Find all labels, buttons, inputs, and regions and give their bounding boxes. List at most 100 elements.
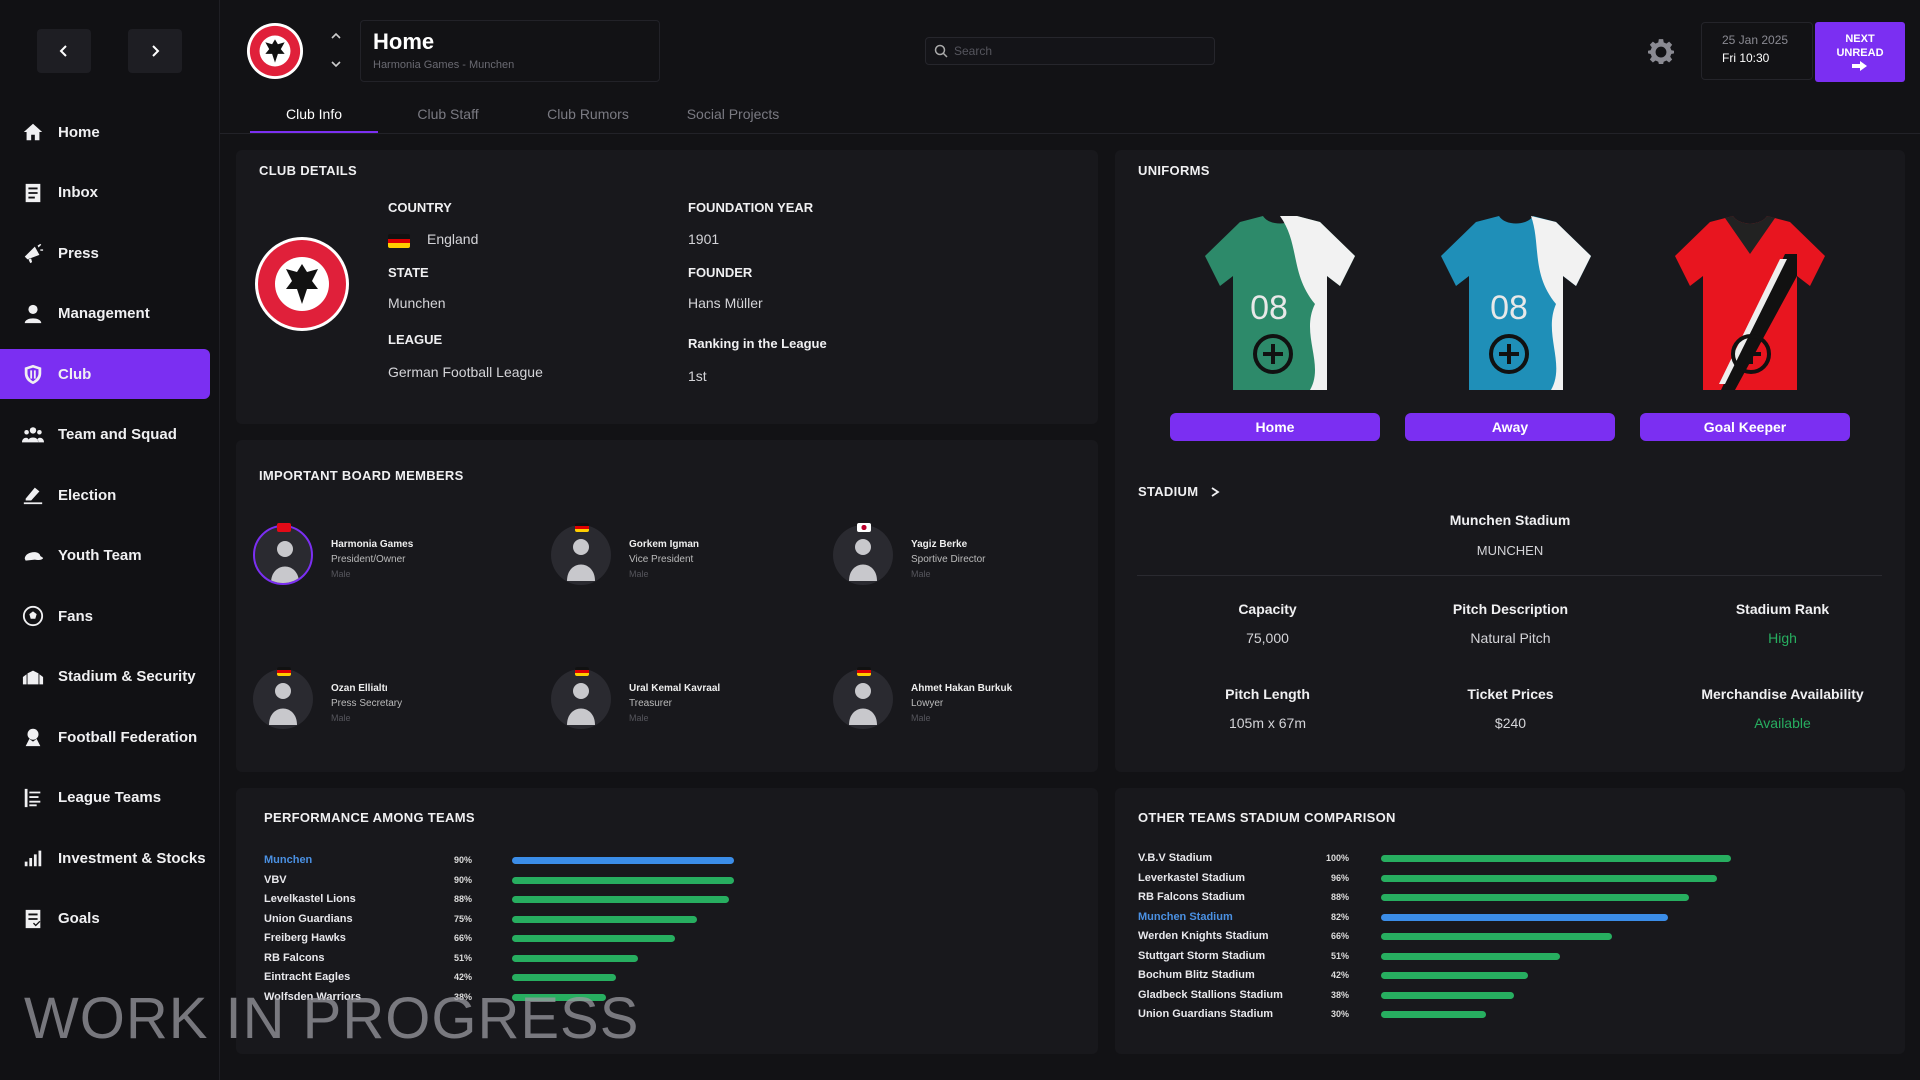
cap-icon [22,545,44,567]
country-label: COUNTRY [388,200,452,215]
sidebar-item-investment-stocks[interactable]: Investment & Stocks [0,828,220,889]
bar-fill [512,876,735,884]
sidebar-item-label: Investment & Stocks [58,849,206,867]
search-input[interactable] [954,44,1194,58]
ballot-icon [22,484,44,506]
chevron-down-icon[interactable] [328,56,344,72]
sidebar-item-youth-team[interactable]: Youth Team [0,526,220,587]
board-member[interactable]: Yagiz Berke Sportive Director Male [833,523,1093,589]
stadium-title: STADIUM [1138,484,1199,499]
tab-divider [220,133,1920,134]
board-members-title: IMPORTANT BOARD MEMBERS [259,468,464,483]
club-details-title: CLUB DETAILS [259,163,357,178]
sidebar-item-press[interactable]: Press [0,223,220,284]
bar-percent: 51% [453,952,472,963]
gear-icon[interactable] [1648,38,1674,64]
stadium-comparison-row: Union Guardians Stadium 30% [1138,1006,1838,1022]
club-details-panel: CLUB DETAILS COUNTRY England STATE Munch… [236,150,1098,424]
stadium-link[interactable]: STADIUM [1138,484,1220,499]
next-unread-button[interactable]: NEXT UNREAD [1815,22,1905,82]
merchandise-value: Available [1754,715,1811,731]
home-uniform-button[interactable]: Home [1170,413,1380,441]
bar-label: Munchen Stadium [1138,910,1233,923]
member-name: Yagiz Berke [911,539,968,550]
board-member[interactable]: Ahmet Hakan Burkuk Lowyer Male [833,667,1093,733]
bar-label: Freiberg Hawks [264,932,346,944]
bar-percent: 88% [453,894,472,904]
sidebar-item-label: Football Federation [58,728,198,746]
member-name: Ural Kemal Kavraal [629,683,721,694]
sidebar-item-label: Election [58,486,117,504]
sidebar-item-club[interactable]: Club [0,349,210,399]
performance-row: Wolfsden Warriors 38% [264,989,964,1005]
bar-percent: 88% [1330,892,1349,902]
board-member[interactable]: Harmonia Games President/Owner Male [253,523,513,589]
sidebar-item-goals[interactable]: Goals [0,889,220,950]
stadium-comparison-row: Gladbeck Stallions Stadium 38% [1138,987,1838,1003]
performance-row: Eintracht Eagles 42% [264,969,964,985]
sidebar-item-home[interactable]: Home [0,102,220,163]
pitch-description-label: Pitch Description [1452,601,1569,617]
sidebar-item-label: Goals [58,910,100,928]
tab-club-info[interactable]: Club Info [250,100,378,134]
germany-flag-icon [857,667,871,676]
search-icon [934,44,948,58]
state-value: Munchen [388,295,446,311]
board-member[interactable]: Ural Kemal Kavraal Treasurer Male [551,667,811,733]
club-crest-large-icon [255,237,349,331]
board-member[interactable]: Ozan Ellialtı Press Secretary Male [253,667,513,733]
germany-flag-icon [575,667,589,676]
performance-row: Levelkastel Lions 88% [264,891,964,907]
work-in-progress-watermark: WORK IN PROGRESS [24,986,640,1051]
avatar [551,525,611,585]
bar-fill [512,857,735,864]
bar-label: RB Falcons [264,951,325,964]
stadium-city: MUNCHEN [1476,543,1544,558]
inbox-icon [22,182,44,204]
member-role: Sportive Director [911,554,986,565]
founder-label: FOUNDER [688,265,753,280]
germany-flag-icon [388,234,410,248]
club-crest-icon[interactable] [246,22,304,80]
capacity-value: 75,000 [1246,630,1289,646]
sidebar-item-management[interactable]: Management [0,284,220,345]
time-text: Fri 10:30 [1722,51,1770,65]
board-members-panel: IMPORTANT BOARD MEMBERS Harmonia Games P… [236,440,1098,772]
goalkeeper-uniform-button[interactable]: Goal Keeper [1640,413,1850,441]
stadium-icon [22,666,44,688]
sidebar-item-league-teams[interactable]: League Teams [0,768,220,829]
tab-club-staff[interactable]: Club Staff [417,106,479,122]
board-member[interactable]: Gorkem Igman Vice President Male [551,523,811,589]
bar-percent: 66% [1330,931,1349,941]
tab-social-projects[interactable]: Social Projects [686,106,780,122]
bar-label: Levelkastel Lions [264,893,356,905]
member-role: Press Secretary [331,698,403,709]
away-shirt-icon[interactable]: 08 [1431,214,1601,394]
home-icon [22,121,44,143]
goalkeeper-shirt-icon[interactable] [1665,214,1835,394]
away-uniform-button[interactable]: Away [1405,413,1615,441]
sidebar-item-team-and-squad[interactable]: Team and Squad [0,405,220,466]
sidebar-item-stadium-security[interactable]: Stadium & Security [0,647,220,708]
person-icon [22,303,44,325]
sidebar-item-football-federation[interactable]: Football Federation [0,707,220,768]
bar-percent: 96% [1330,872,1349,883]
sidebar-item-election[interactable]: Election [0,465,220,526]
chevron-up-icon[interactable] [328,28,344,44]
sidebar-item-fans[interactable]: Fans [0,586,220,647]
stadium-comparison-row: Werden Knights Stadium 66% [1138,928,1838,944]
sidebar-item-inbox[interactable]: Inbox [0,163,220,224]
tab-club-rumors[interactable]: Club Rumors [547,106,629,122]
back-button[interactable] [37,29,91,73]
performance-row: VBV 90% [264,872,964,888]
bar-label: Bochum Blitz Stadium [1138,969,1255,981]
bar-percent: 38% [453,991,472,1002]
forward-button[interactable] [128,29,182,73]
home-shirt-icon[interactable]: 08 [1195,214,1365,394]
bar-fill [512,915,698,923]
stadium-comparison-row: Stuttgart Storm Stadium 51% [1138,948,1838,964]
bar-label: Werden Knights Stadium [1138,930,1269,942]
date-display: 25 Jan 2025 Fri 10:30 [1701,22,1813,80]
stadium-comparison-row: V.B.V Stadium 100% [1138,850,1838,866]
